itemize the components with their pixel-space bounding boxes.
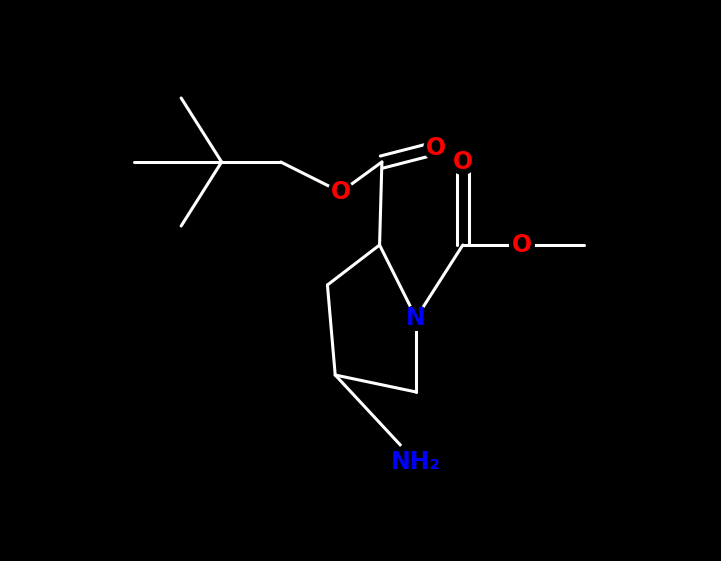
Text: O: O xyxy=(512,233,532,257)
Text: N: N xyxy=(406,306,426,330)
Circle shape xyxy=(451,150,475,174)
Circle shape xyxy=(424,136,448,160)
Circle shape xyxy=(395,441,438,484)
Text: NH₂: NH₂ xyxy=(392,450,441,474)
Circle shape xyxy=(328,180,353,204)
Circle shape xyxy=(510,233,534,257)
Text: O: O xyxy=(426,136,446,160)
Text: O: O xyxy=(453,150,473,174)
Text: O: O xyxy=(331,180,350,204)
Circle shape xyxy=(404,306,428,330)
